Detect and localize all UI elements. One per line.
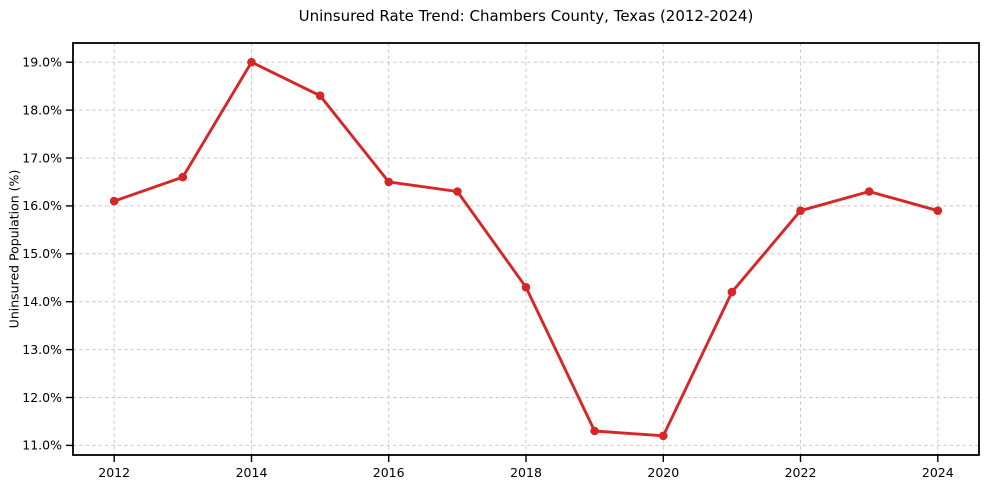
data-point (796, 206, 805, 215)
y-tick-label: 14.0% (22, 294, 62, 309)
data-point (727, 287, 737, 297)
data-point (247, 57, 256, 67)
y-tick-label: 19.0% (22, 55, 62, 70)
data-point (933, 206, 943, 215)
chart-title: Uninsured Rate Trend: Chambers County, T… (298, 7, 754, 25)
data-point (521, 283, 531, 292)
data-point (453, 187, 462, 196)
x-tick-label: 2022 (785, 465, 817, 480)
y-tick-label: 13.0% (22, 342, 62, 357)
y-tick-label: 11.0% (22, 438, 62, 453)
data-point (178, 172, 188, 182)
y-tick-label: 17.0% (22, 150, 62, 165)
x-tick-label: 2020 (647, 465, 679, 480)
x-tick-label: 2018 (510, 465, 542, 480)
y-tick-label: 16.0% (22, 198, 62, 213)
x-tick-label: 2016 (373, 465, 405, 480)
data-point (315, 91, 325, 100)
x-tick-label: 2012 (98, 465, 130, 480)
x-tick-label: 2014 (236, 465, 268, 480)
y-tick-label: 18.0% (22, 102, 62, 117)
plot-border (72, 42, 980, 456)
y-tick-label: 15.0% (22, 246, 62, 261)
data-point (864, 187, 874, 196)
data-point (109, 196, 119, 206)
data-point (590, 426, 599, 436)
data-point (659, 431, 668, 441)
y-tick-label: 12.0% (22, 390, 62, 405)
x-tick-label: 2024 (922, 465, 954, 480)
data-point (384, 177, 394, 187)
